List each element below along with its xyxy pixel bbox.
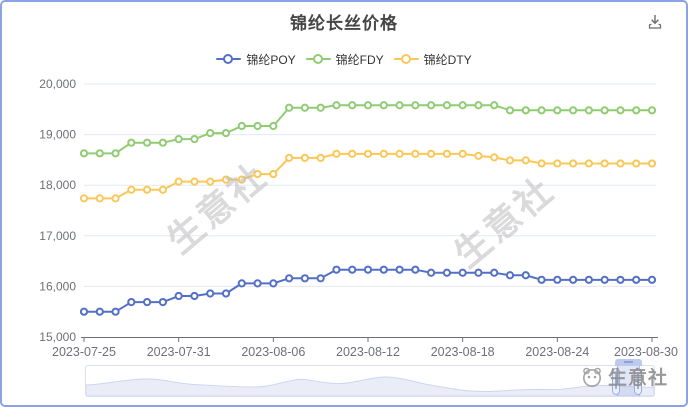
legend-item-dty[interactable]: 锦纶DTY <box>393 51 472 68</box>
line-series-icon <box>393 54 419 64</box>
svg-text:2023-08-18: 2023-08-18 <box>431 345 495 359</box>
legend-label: 锦纶DTY <box>423 52 472 67</box>
datazoom-slider[interactable] <box>85 359 655 397</box>
download-icon <box>648 15 662 29</box>
legend: 锦纶POY 锦纶FDY 锦纶DTY <box>2 51 686 67</box>
svg-text:16,000: 16,000 <box>39 279 76 293</box>
svg-text:15,000: 15,000 <box>39 330 76 344</box>
svg-text:2023-08-30: 2023-08-30 <box>614 345 678 359</box>
sunsirs-logo: 生意社 <box>580 363 668 390</box>
svg-text:2023-07-31: 2023-07-31 <box>147 345 211 359</box>
panda-icon <box>582 367 601 387</box>
datazoom-move-handle[interactable] <box>615 359 642 366</box>
svg-text:2023-08-06: 2023-08-06 <box>241 345 305 359</box>
svg-text:2023-07-25: 2023-07-25 <box>52 345 116 359</box>
svg-text:2023-08-24: 2023-08-24 <box>525 345 589 359</box>
sunsirs-logo-text: 生意社 <box>607 368 668 389</box>
datazoom-preview <box>86 376 654 396</box>
chart-title: 锦纶长丝价格 <box>290 14 398 33</box>
legend-label: 锦纶POY <box>246 52 296 67</box>
svg-text:18,000: 18,000 <box>39 178 76 192</box>
datazoom-left-handle[interactable] <box>612 368 620 395</box>
svg-text:2023-08-12: 2023-08-12 <box>336 345 400 359</box>
save-image-button[interactable] <box>646 13 664 31</box>
legend-item-fdy[interactable]: 锦纶FDY <box>305 51 384 68</box>
legend-label: 锦纶FDY <box>335 52 384 67</box>
datazoom-right-handle[interactable] <box>634 368 642 395</box>
legend-item-poy[interactable]: 锦纶POY <box>216 51 296 68</box>
svg-text:17,000: 17,000 <box>39 229 76 243</box>
svg-text:19,000: 19,000 <box>39 128 76 142</box>
line-series-icon <box>216 54 242 64</box>
line-series-icon <box>305 54 331 64</box>
svg-text:20,000: 20,000 <box>39 77 76 91</box>
